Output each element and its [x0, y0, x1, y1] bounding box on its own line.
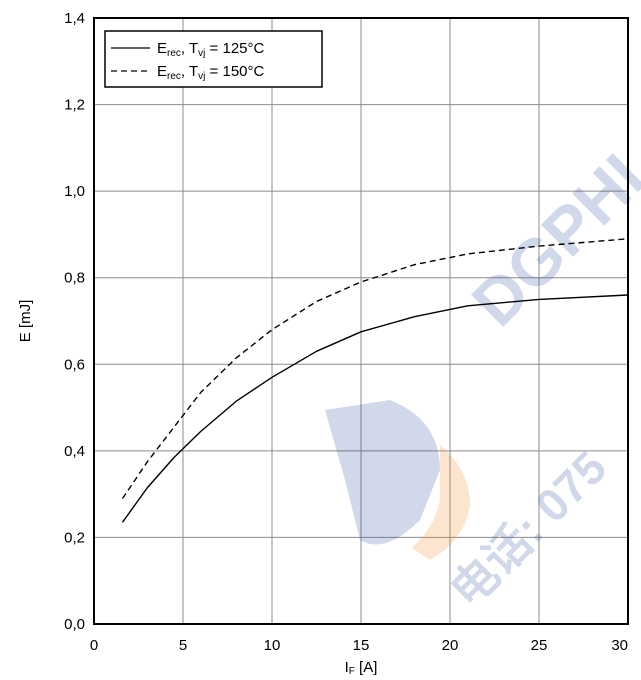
legend: Erec, Tvj = 125°C Erec, Tvj = 150°C: [104, 30, 323, 88]
x-tick-label: 20: [442, 637, 459, 654]
y-tick-label: 0,6: [64, 356, 85, 373]
y-tick-label: 0,4: [64, 443, 85, 460]
y-axis-label: E [mJ]: [17, 300, 34, 343]
watermark-logo-orange: [412, 445, 470, 560]
y-tick-label: 0,8: [64, 270, 85, 287]
legend-label-series-1: Erec, Tvj = 150°C: [157, 63, 265, 82]
x-axis-label-unit: [A]: [355, 659, 378, 676]
x-tick-labels: 0 5 10 15 20 25 30: [90, 637, 628, 654]
y-tick-label: 1,2: [64, 97, 85, 114]
series-line-1: [121, 238, 629, 499]
x-tick-label: 15: [353, 637, 370, 654]
x-tick-label: 5: [179, 637, 187, 654]
curves: [121, 238, 629, 523]
watermark-logo-blue: [325, 400, 440, 545]
x-axis-label-sub: F: [349, 666, 355, 677]
legend-label-series-0: Erec, Tvj = 125°C: [157, 40, 265, 59]
series-line-0: [121, 294, 629, 523]
y-tick-label: 0,0: [64, 616, 85, 633]
x-tick-label: 0: [90, 637, 98, 654]
x-tick-label: 25: [531, 637, 548, 654]
watermark-phone: 电话: 075: [440, 441, 616, 617]
y-tick-label: 1,0: [64, 183, 85, 200]
x-tick-label: 30: [611, 637, 628, 654]
y-tick-label: 1,4: [64, 10, 85, 27]
x-axis-label: IF [A]: [345, 659, 378, 677]
legend-box: [104, 30, 323, 88]
plot-frame: [93, 17, 629, 625]
y-tick-label: 0,2: [64, 529, 85, 546]
x-axis-label-main: I: [345, 659, 349, 676]
grid: [94, 18, 628, 624]
watermark: DGPHI 电话: 075: [325, 140, 641, 617]
x-tick-label: 10: [264, 637, 281, 654]
y-tick-labels: 0,0 0,2 0,4 0,6 0,8 1,0 1,2 1,4: [64, 10, 85, 633]
